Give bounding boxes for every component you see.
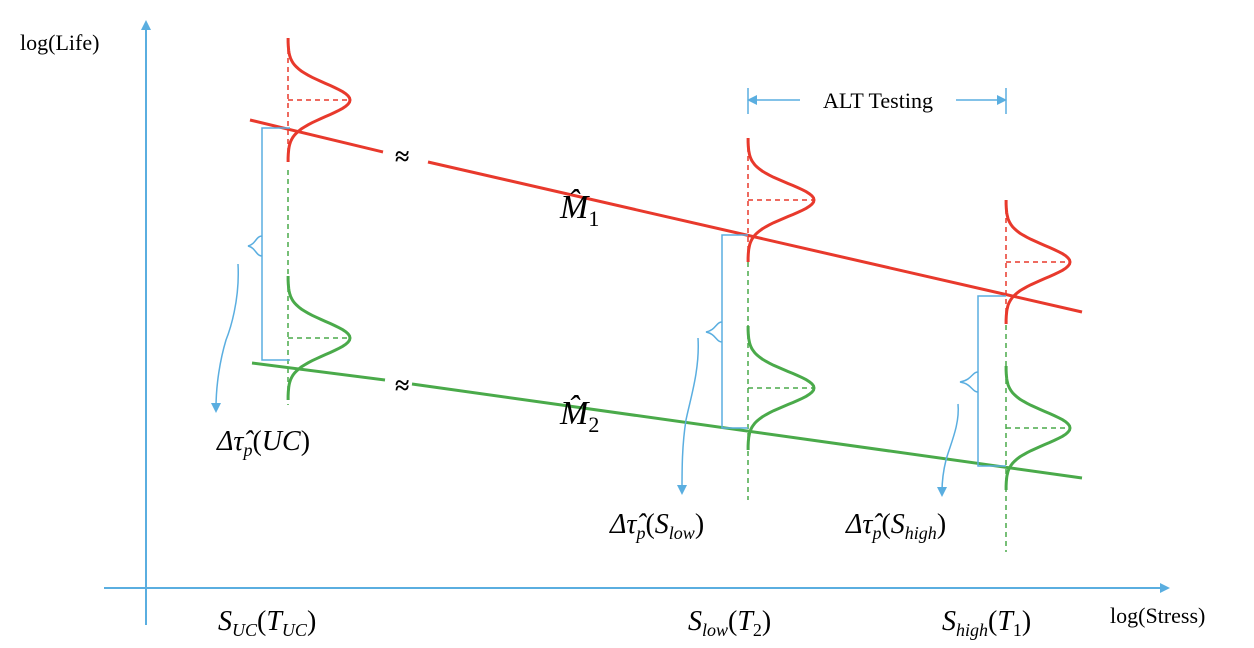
stress-level-guides bbox=[287, 40, 1007, 552]
delta-arrows bbox=[211, 263, 959, 497]
delta-label-high: Δτ̂p(Shigh) bbox=[845, 509, 946, 543]
brace-uc bbox=[247, 235, 263, 257]
alt-testing-label: ALT Testing bbox=[823, 88, 933, 113]
model-2-label: M̂2 bbox=[559, 394, 599, 437]
peak-markers bbox=[288, 99, 1070, 429]
axes: log(Life) log(Stress) bbox=[20, 20, 1205, 628]
curve-green-uc bbox=[286, 276, 352, 400]
alt-testing-span: ALT Testing bbox=[747, 88, 1007, 114]
arrow-uc bbox=[211, 263, 239, 413]
break-symbols: ≈ ≈ bbox=[395, 142, 409, 400]
bracket-low bbox=[721, 234, 748, 429]
stress-label-high: Shigh(T1) bbox=[942, 606, 1031, 640]
model-2-line-right bbox=[411, 382, 1083, 480]
model-labels: M̂1 M̂2 bbox=[559, 188, 599, 437]
stress-label-uc: SUC(TUC) bbox=[218, 606, 316, 640]
x-axis-label: log(Stress) bbox=[1110, 603, 1205, 628]
brace-low bbox=[705, 321, 723, 343]
bracket-high bbox=[977, 295, 1006, 467]
arrow-high bbox=[937, 403, 959, 497]
break-symbol-model-1: ≈ bbox=[395, 142, 409, 171]
model-1-line-left bbox=[249, 118, 384, 154]
stress-labels: SUC(TUC) Slow(T2) Shigh(T1) bbox=[218, 606, 1031, 640]
model-1-label: M̂1 bbox=[559, 188, 599, 231]
bracket-uc bbox=[261, 127, 290, 361]
stress-label-low: Slow(T2) bbox=[688, 606, 771, 640]
arrow-low bbox=[677, 337, 700, 495]
model-2-line-left bbox=[251, 361, 386, 382]
delta-label-low: Δτ̂p(Slow) bbox=[609, 509, 704, 543]
delta-label-uc: Δτ̂p(UC) bbox=[216, 426, 310, 460]
break-symbol-model-2: ≈ bbox=[395, 371, 409, 400]
brace-high bbox=[959, 371, 979, 393]
y-axis-label: log(Life) bbox=[20, 30, 99, 55]
curve-red-uc bbox=[286, 38, 352, 162]
gap-brackets bbox=[247, 127, 1006, 467]
